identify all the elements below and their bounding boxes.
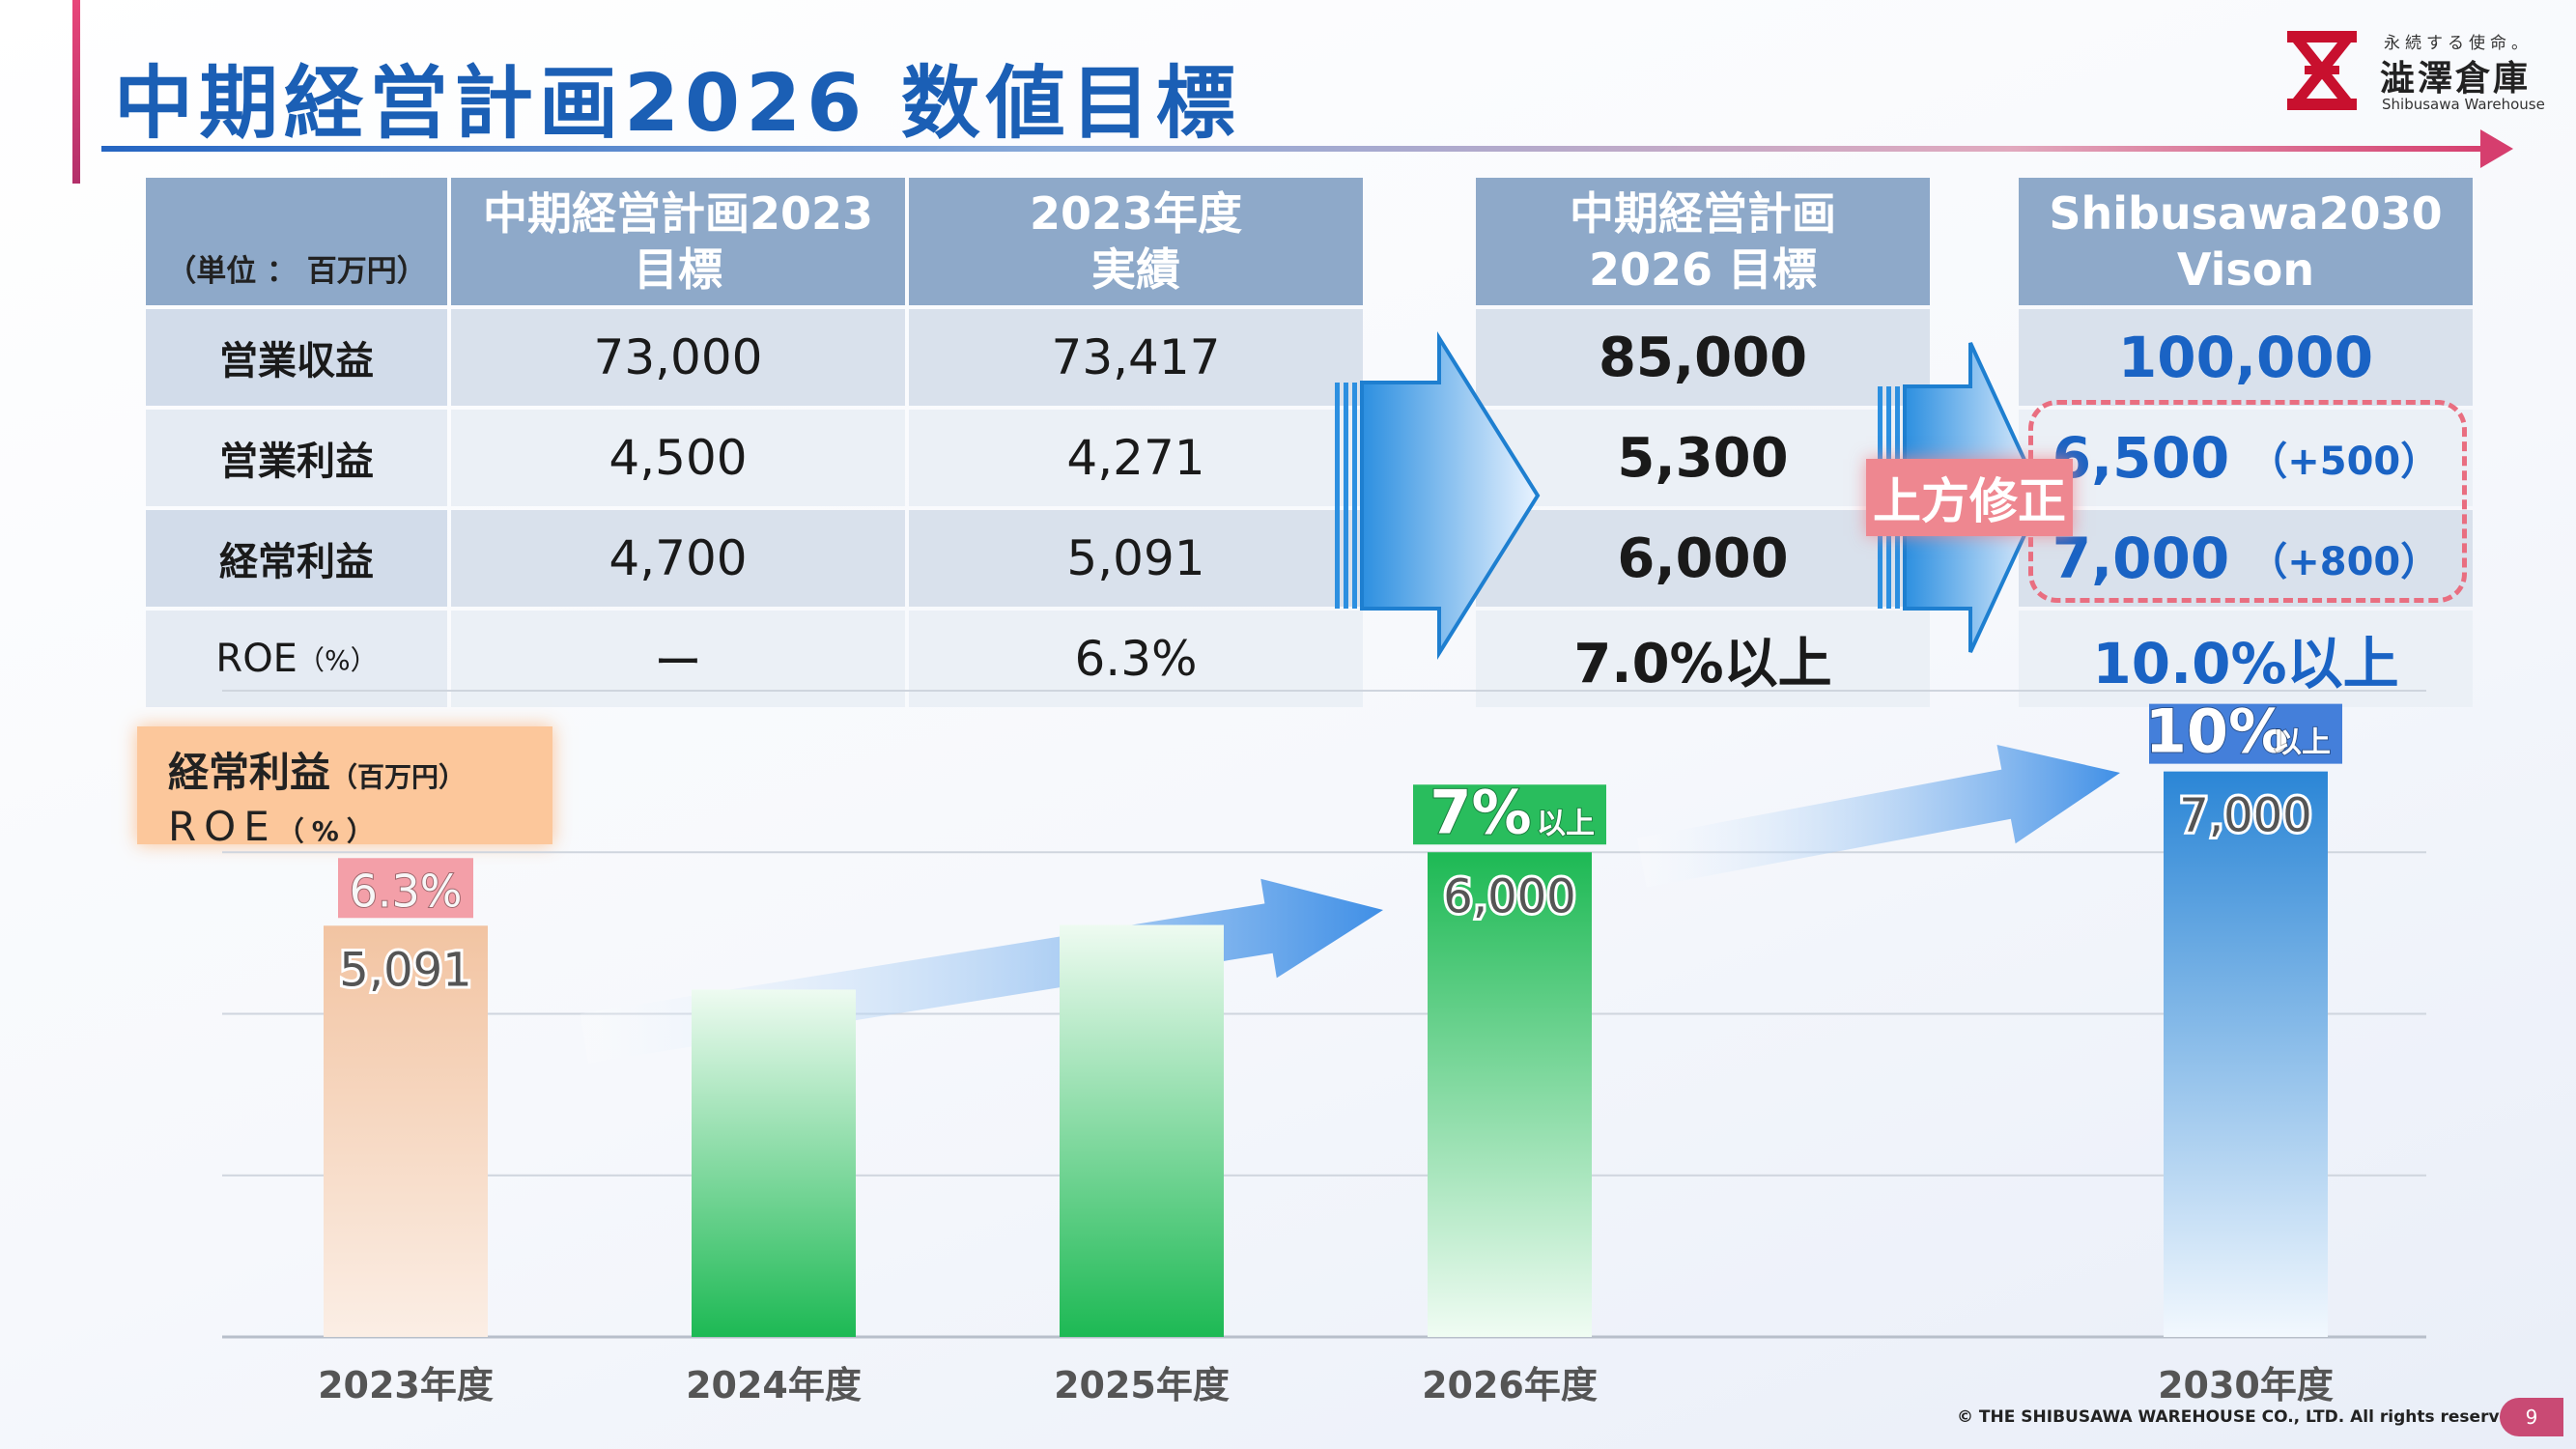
upward-revision-badge: 上方修正 [1866,459,2073,536]
title-underline [101,146,2487,152]
col-header-actual2023: 2023年度 実績 [909,178,1363,305]
cell-target2026: 7.0%以上 [1476,611,1930,707]
revision-highlight-box [2028,400,2467,603]
logo-name-en: Shibusawa Warehouse [2382,96,2545,113]
x-tick-label: 2030年度 [2158,1364,2334,1406]
col-header-line1: 中期経営計画2023 [482,187,874,240]
bar-value-label: 5,091 [339,943,471,997]
bar-2025年度 [1060,924,1224,1337]
unit-label: （単位 ： 百万円） [146,178,447,305]
col-header-line1: 中期経営計画 [1570,187,1836,240]
company-logo-icon [2287,31,2357,110]
revision-delta: （+500） [2249,440,2440,484]
legend-label: 経常利益 [168,749,331,796]
big-right-arrow-icon [1335,331,1541,660]
roe-suffix-label: 以上 [2273,726,2331,760]
col-header-vision2030: Shibusawa2030 Vison [2019,178,2473,305]
roe-value-label: 6.3% [350,865,463,917]
row-label: 経常利益 [146,510,447,607]
bar-2023年度 [324,925,488,1337]
roe-suffix-label: 以上 [1537,807,1595,840]
x-tick-label: 2026年度 [1422,1364,1598,1406]
cell-vision2030: 10.0%以上 [2019,611,2473,707]
col-header-line2: 実績 [1091,243,1180,296]
logo-tagline: 永続する使命。 [2384,34,2533,53]
col-header-line1: Shibusawa2030 [2049,187,2443,240]
row-label: 営業利益 [146,410,447,506]
roe-value-label: 7% [1430,777,1531,847]
roe-badge [338,858,473,919]
col-header-line2: 2026 目標 [1588,243,1818,296]
x-tick-label: 2025年度 [1054,1364,1230,1406]
cell-actual2023: 73,417 [909,309,1363,406]
cell-plan2023: 4,500 [451,410,905,506]
legend-roe: ROE（%） [168,803,552,850]
row-label-roe: ROE （%） [146,611,447,707]
cell-target2026: 6,000 [1476,510,1930,607]
col-header-plan2023: 中期経営計画2023 目標 [451,178,905,305]
bar-2024年度 [692,989,856,1337]
growth-arrow-2026-icon [580,878,1383,1064]
vision-value: 7,000 [2052,526,2230,591]
legend-unit: （%） [276,815,382,847]
col-header-line2: 目標 [634,243,722,296]
legend-unit: （百万円） [330,761,467,793]
chart-legend: 経常利益（百万円） ROE（%） [137,726,552,850]
col-header-line2: Vison [2176,243,2315,296]
row-label: ROE [215,637,297,681]
cell-actual2023: 5,091 [909,510,1363,607]
x-tick-label: 2024年度 [686,1364,862,1406]
page-number: 9 [2500,1398,2563,1436]
row-label-unit: （%） [297,644,378,676]
growth-arrow-2030-icon [1637,745,2120,888]
col-header-line1: 2023年度 [1029,187,1243,240]
cell-plan2023: 73,000 [451,309,905,406]
vision-value: 6,500 [2052,425,2230,491]
page-title: 中期経営計画2026 数値目標 [114,58,1241,150]
cell-vision2030: 7,000 （+800） [2019,510,2473,607]
accent-bar [72,0,80,184]
title-arrowhead-icon [2480,129,2513,168]
cell-target2026: 5,300 [1476,410,1930,506]
cell-actual2023: 4,271 [909,410,1363,506]
bar-2026年度 [1428,852,1592,1337]
bar-value-label: 6,000 [1443,869,1575,923]
cell-vision2030: 100,000 [2019,309,2473,406]
cell-plan2023: 4,700 [451,510,905,607]
copyright-text: © THE SHIBUSAWA WAREHOUSE CO., LTD. All … [1957,1407,2529,1427]
cell-actual2023: 6.3% [909,611,1363,707]
x-tick-label: 2023年度 [318,1364,494,1406]
row-label: 営業収益 [146,309,447,406]
roe-badge [2149,703,2342,764]
bar-value-label: 7,000 [2179,789,2311,843]
legend-ordinary-profit: 経常利益（百万円） [168,740,552,799]
roe-badge [1413,784,1606,845]
cell-plan2023: ー [451,611,905,707]
logo-name: 澁澤倉庫 [2380,59,2532,99]
col-header-target2026: 中期経営計画 2026 目標 [1476,178,1930,305]
bar-2030年度 [2164,771,2328,1337]
cell-target2026: 85,000 [1476,309,1930,406]
cell-vision2030: 6,500 （+500） [2019,410,2473,506]
legend-label: ROE [168,803,277,850]
revision-delta: （+800） [2249,540,2440,584]
